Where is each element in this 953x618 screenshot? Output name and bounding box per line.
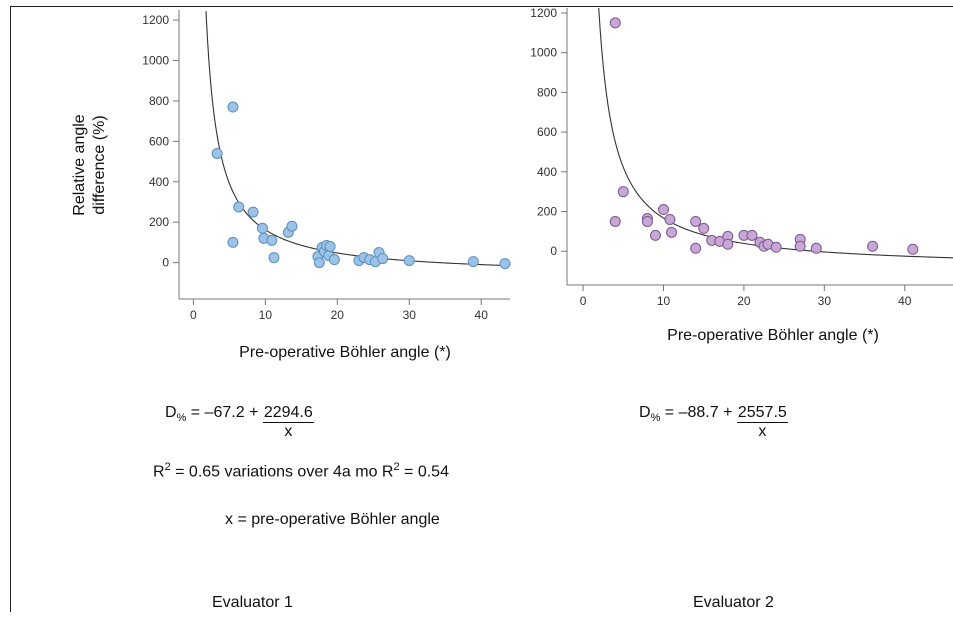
chart-1-x-tick-label: 20	[331, 308, 345, 322]
chart-2-y-tick-label: 1200	[530, 6, 557, 20]
chart-1-y-tick-label: 400	[149, 175, 169, 189]
x-definition: x = pre-operative Böhler angle	[225, 511, 440, 528]
equation-2-subscript: %	[650, 412, 661, 425]
chart-2-y-tick-label: 1000	[530, 46, 557, 60]
r2-end: = 0.54	[399, 463, 449, 481]
equation-2-numerator: 2557.5	[736, 404, 788, 423]
chart-2-y-tick-label: 400	[537, 165, 557, 179]
chart-2-data-point	[794, 240, 806, 252]
chart-2-data-point	[649, 229, 661, 241]
chart-2-data-point	[698, 222, 710, 234]
chart-1-data-point	[467, 256, 479, 268]
chart-1-data-point	[403, 255, 415, 267]
chart-1-y-tick-label: 600	[149, 134, 169, 148]
equation-1-numerator: 2294.6	[262, 404, 314, 423]
chart-1-data-point	[313, 257, 325, 269]
chart-1-data-point	[328, 254, 340, 266]
chart-1-y-axis-title-line: Relative angle	[71, 114, 88, 216]
r-squared-line: R2 = 0.65 variations over 4a mo R2 = 0.5…	[153, 461, 449, 481]
chart-2-data-point	[810, 242, 822, 254]
r2-sup2: 2	[393, 461, 400, 473]
chart-2-y-tick-label: 200	[537, 205, 557, 219]
chart-1-y-tick-label: 0	[162, 256, 169, 270]
chart-2-data-point	[664, 213, 676, 225]
equation-2-denominator: x	[758, 423, 767, 440]
chart-1-data-point	[247, 206, 259, 218]
chart-2-x-tick-label: 20	[737, 294, 751, 308]
chart-2-data-point	[690, 242, 702, 254]
chart-2-data-point	[617, 186, 629, 198]
frame-left-border	[10, 6, 11, 612]
chart-2-data-point	[666, 226, 678, 238]
chart-2-x-tick-label: 0	[580, 294, 587, 308]
r2-middle: = 0.65 variations over 4a mo R	[170, 463, 394, 481]
chart-1-data-point	[377, 253, 389, 265]
frame-top-border	[10, 6, 953, 7]
chart-1-y-tick-label: 1200	[142, 13, 169, 27]
chart-2-data-point	[609, 215, 621, 227]
equation-1-fraction: 2294.6 x	[262, 404, 314, 441]
chart-2-y-tick-label: 600	[537, 125, 557, 139]
chart-2-data-point	[770, 241, 782, 253]
evaluator-1-label: Evaluator 1	[212, 594, 293, 611]
chart-2-data-point	[867, 240, 879, 252]
equation-1-subscript: %	[176, 412, 187, 425]
chart-1-data-point	[499, 258, 511, 270]
equation-evaluator-1: D% = –67.2 + 2294.6 x	[165, 404, 314, 441]
chart-1-data-point	[268, 252, 280, 264]
chart-2-data-point	[609, 17, 621, 29]
chart-1-y-tick-label: 1000	[142, 54, 169, 68]
chart-2-data-point	[746, 229, 758, 241]
chart-1-data-point	[286, 220, 298, 232]
chart-1-data-point	[227, 101, 239, 113]
chart-1-x-tick-label: 10	[259, 308, 273, 322]
chart-1-data-point	[324, 240, 336, 252]
equation-1-denominator: x	[284, 423, 293, 440]
chart-1-x-tick-label: 0	[190, 308, 197, 322]
chart-2-x-tick-label: 10	[657, 294, 671, 308]
chart-2-data-point	[658, 204, 669, 216]
chart-1-y-tick-label: 800	[149, 94, 169, 108]
chart-1-x-axis-title: Pre-operative Böhler angle (*)	[239, 344, 451, 361]
chart-1-data-point	[233, 201, 245, 213]
chart-1-x-tick-label: 30	[403, 308, 417, 322]
chart-2-data-point	[907, 243, 919, 255]
chart-2-data-point	[690, 215, 702, 227]
chart-2-x-tick-label: 30	[818, 294, 832, 308]
chart-1-y-tick-label: 200	[149, 215, 169, 229]
r2-sup1: 2	[164, 461, 171, 473]
equation-2-fraction: 2557.5 x	[736, 404, 788, 441]
chart-2-y-tick-label: 800	[537, 85, 557, 99]
equation-1-prefix: D	[165, 404, 177, 421]
equation-evaluator-2: D% = –88.7 + 2557.5 x	[639, 404, 788, 441]
chart-2-x-axis-title: Pre-operative Böhler angle (*)	[667, 327, 879, 344]
chart-2-data-point	[722, 238, 734, 250]
equation-2-prefix: D	[639, 404, 651, 421]
chart-2-x-tick-label: 40	[898, 294, 912, 308]
chart-1-y-axis-title-line: difference (%)	[91, 115, 108, 214]
chart-2-data-point	[641, 215, 653, 227]
chart-2-y-tick-label: 0	[550, 244, 557, 258]
evaluator-2-label: Evaluator 2	[693, 594, 774, 611]
equation-1-lhs: = –67.2 +	[186, 404, 263, 421]
chart-1-data-point	[266, 234, 278, 246]
chart-1-data-point	[211, 147, 223, 159]
r2-part1: R	[153, 463, 165, 481]
chart-1-data-point	[227, 236, 239, 248]
equation-2-lhs: = –88.7 +	[660, 404, 737, 421]
chart-1-x-tick-label: 40	[475, 308, 489, 322]
